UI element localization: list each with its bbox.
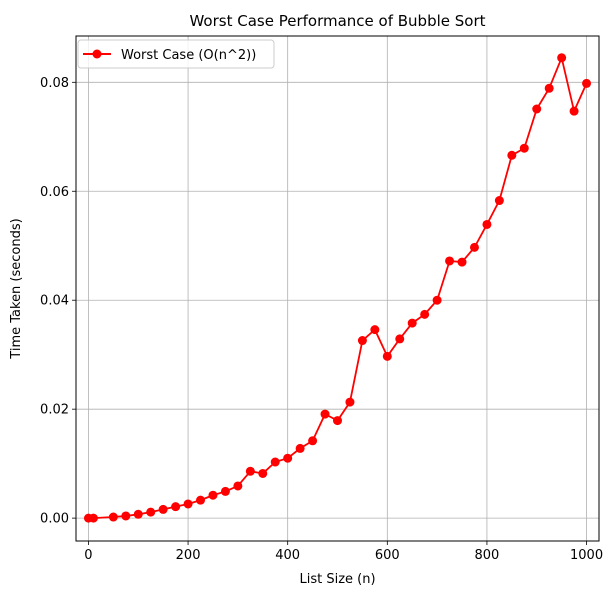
data-point [146, 507, 156, 517]
data-point [457, 257, 467, 267]
data-point [196, 495, 206, 505]
data-point [544, 83, 554, 93]
x-tick-label: 400 [275, 548, 300, 563]
y-tick-label: 0.02 [40, 403, 69, 418]
data-point [108, 512, 118, 522]
data-point [158, 504, 168, 514]
x-tick-label: 600 [375, 548, 400, 563]
y-tick-label: 0.00 [40, 512, 69, 527]
data-point [121, 511, 131, 521]
data-point [270, 457, 280, 467]
data-point [445, 256, 455, 266]
legend: Worst Case (O(n^2)) [77, 39, 275, 69]
y-tick-label: 0.06 [40, 185, 69, 200]
y-axis-label: Time Taken (seconds) [9, 218, 24, 359]
data-point [233, 481, 243, 491]
grid-lines [76, 36, 599, 541]
data-point [220, 486, 230, 496]
data-point [88, 513, 98, 523]
data-point [357, 336, 367, 346]
data-point [133, 509, 143, 519]
x-tick-label: 0 [84, 548, 92, 563]
data-point [345, 397, 355, 407]
data-point [432, 295, 442, 305]
legend-box [77, 39, 275, 69]
data-point [407, 318, 417, 328]
chart-title: Worst Case Performance of Bubble Sort [189, 12, 485, 30]
data-point [171, 502, 181, 512]
data-point [569, 106, 579, 116]
plot-frame [75, 35, 600, 542]
data-point [283, 453, 293, 463]
x-tick-label: 200 [176, 548, 201, 563]
data-point [370, 325, 380, 335]
data-point [582, 78, 592, 88]
data-point [395, 334, 405, 344]
data-point [557, 53, 567, 63]
data-point [320, 409, 330, 419]
data-point [333, 416, 342, 426]
data-point [420, 309, 430, 319]
data-point [245, 466, 255, 476]
data-point [482, 219, 492, 229]
data-point [532, 104, 542, 114]
series-layer [83, 53, 592, 523]
data-point [507, 150, 517, 160]
data-point [295, 443, 305, 453]
data-point [494, 196, 504, 206]
data-point [183, 499, 193, 509]
data-point [308, 436, 318, 446]
data-point [382, 351, 392, 361]
legend-marker-swatch [92, 49, 102, 59]
data-point [258, 468, 268, 478]
x-axis-label: List Size (n) [299, 572, 375, 587]
y-tick-label: 0.04 [40, 294, 69, 309]
data-point [469, 242, 479, 252]
y-tick-label: 0.08 [40, 76, 69, 91]
legend-entry-label: Worst Case (O(n^2)) [121, 48, 256, 63]
data-point [208, 490, 218, 500]
data-point [519, 143, 529, 153]
x-axis-ticks: 0 200 400 600 800 1000 [84, 541, 603, 563]
x-tick-label: 1000 [570, 548, 603, 563]
y-axis-ticks: 0.00 0.02 0.04 0.06 0.08 [40, 76, 76, 527]
x-tick-label: 800 [475, 548, 500, 563]
